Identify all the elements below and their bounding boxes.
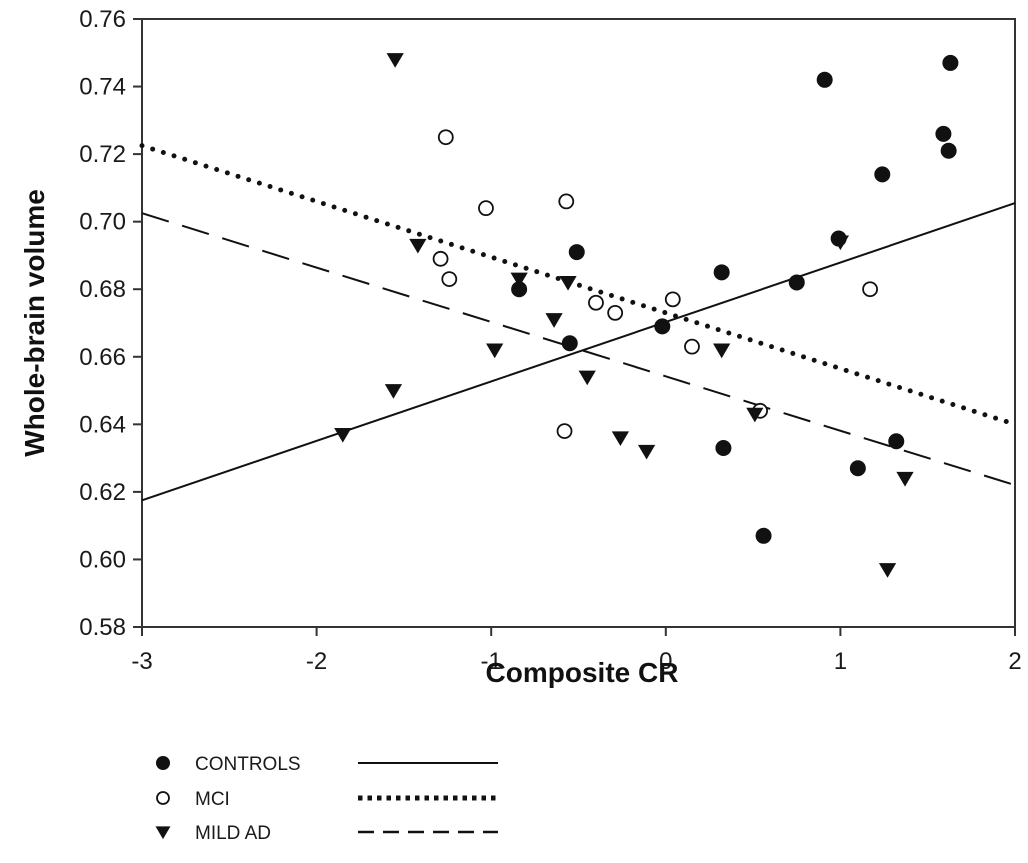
data-point-mild-ad bbox=[510, 272, 528, 288]
y-axis-title: Whole-brain volume bbox=[19, 189, 50, 457]
y-axis: 0.58 0.60 0.62 0.64 0.66 0.68 0.70 0.72 0.74 0.76 bbox=[79, 6, 142, 641]
data-point-mild-ad bbox=[384, 384, 403, 399]
data-point-controls bbox=[935, 125, 952, 142]
data-point-mci bbox=[558, 193, 575, 210]
data-point-mci bbox=[607, 304, 624, 321]
plot-frame bbox=[141, 18, 1016, 628]
data-point-mci bbox=[556, 423, 573, 439]
x-tick-label: -1 bbox=[481, 648, 502, 675]
data-point-mild-ad bbox=[409, 238, 427, 254]
data-point-mild-ad bbox=[746, 407, 764, 423]
fit-line-mild-ad bbox=[141, 212, 1016, 487]
data-point-mild-ad bbox=[637, 444, 656, 460]
y-tick-label: 0.68 bbox=[79, 276, 126, 303]
y-tick-label: 0.60 bbox=[79, 546, 126, 573]
x-tick-label: 2 bbox=[1008, 648, 1021, 675]
legend-marker-controls bbox=[156, 756, 170, 770]
data-point-mci bbox=[684, 338, 700, 355]
x-tick-label: 0 bbox=[659, 648, 672, 675]
data-point-mci bbox=[862, 281, 878, 298]
legend-label-controls: CONTROLS bbox=[195, 754, 301, 775]
fit-line-mci bbox=[139, 143, 1018, 427]
plot-border bbox=[141, 18, 1016, 628]
data-point-mild-ad bbox=[878, 563, 897, 578]
legend-marker-mild-ad bbox=[155, 826, 171, 840]
y-tick-label: 0.74 bbox=[79, 74, 126, 101]
data-point-controls bbox=[888, 433, 905, 450]
data-point-mci bbox=[664, 291, 681, 308]
legend-label-mild-ad: MILD AD bbox=[195, 823, 271, 844]
data-point-controls bbox=[511, 281, 528, 298]
data-point-mild-ad bbox=[545, 313, 563, 328]
x-tick-label: -3 bbox=[131, 648, 152, 675]
data-point-controls bbox=[942, 54, 959, 71]
y-tick-label: 0.70 bbox=[79, 209, 126, 236]
fit-line-controls bbox=[141, 202, 1016, 502]
data-point-controls bbox=[874, 166, 891, 183]
data-point-mild-ad bbox=[334, 427, 352, 443]
data-point-mild-ad bbox=[896, 471, 914, 487]
data-points bbox=[334, 53, 959, 578]
y-tick-label: 0.62 bbox=[79, 479, 126, 506]
data-point-mild-ad bbox=[486, 343, 504, 359]
data-point-mci bbox=[432, 250, 449, 267]
y-tick-label: 0.58 bbox=[79, 614, 126, 641]
data-point-mci bbox=[588, 294, 604, 311]
data-point-mild-ad bbox=[559, 275, 577, 291]
data-point-controls bbox=[816, 71, 833, 88]
data-point-controls bbox=[788, 274, 805, 291]
y-tick-label: 0.64 bbox=[79, 411, 126, 438]
y-tick-label: 0.72 bbox=[79, 141, 126, 168]
data-point-controls bbox=[755, 527, 772, 544]
data-point-controls bbox=[568, 244, 585, 261]
data-point-mci bbox=[441, 271, 458, 287]
data-point-controls bbox=[940, 142, 957, 159]
data-point-mci bbox=[437, 129, 454, 146]
y-tick-label: 0.76 bbox=[79, 6, 126, 33]
x-axis: -3 -2 -1 0 1 2 bbox=[131, 627, 1022, 675]
x-tick-label: -2 bbox=[306, 648, 327, 675]
data-point-controls bbox=[713, 264, 730, 281]
data-point-mild-ad bbox=[386, 53, 404, 68]
x-tick-label: 1 bbox=[834, 648, 847, 675]
data-point-controls bbox=[849, 460, 866, 477]
regression-lines bbox=[139, 143, 1018, 502]
data-point-controls bbox=[561, 335, 578, 352]
legend: CONTROLS MCI MILD AD bbox=[155, 754, 498, 844]
y-tick-label: 0.66 bbox=[79, 344, 126, 371]
data-point-mild-ad bbox=[831, 235, 850, 251]
data-point-mild-ad bbox=[611, 431, 630, 447]
legend-marker-mci bbox=[156, 791, 170, 805]
data-point-mci bbox=[478, 200, 494, 217]
legend-label-mci: MCI bbox=[195, 789, 230, 810]
data-point-mild-ad bbox=[578, 370, 596, 386]
x-axis-title: Composite CR bbox=[486, 657, 679, 688]
data-point-mild-ad bbox=[713, 343, 731, 359]
data-point-controls bbox=[715, 439, 732, 456]
data-point-controls bbox=[654, 318, 671, 335]
